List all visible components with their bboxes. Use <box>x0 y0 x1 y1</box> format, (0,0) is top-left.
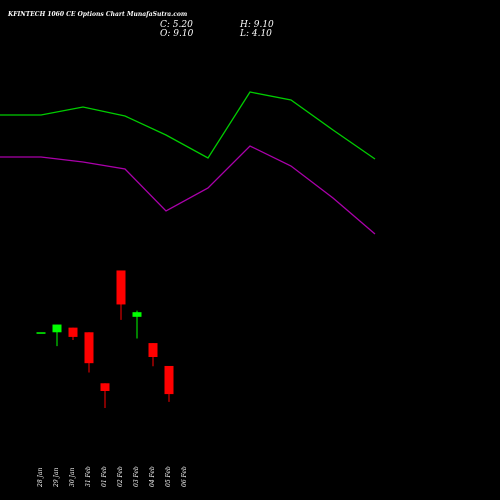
x-tick-label: 30 Jan <box>69 467 76 487</box>
candles-layer <box>36 270 174 408</box>
candle-body <box>68 327 78 337</box>
x-axis-ticks: 28 Jan 29 Jan 30 Jan 31 Feb 01 Feb 02 Feb 03 F… <box>37 466 188 488</box>
high-label: H: 9.10 <box>239 20 274 30</box>
x-tick-label: 02 Feb <box>117 466 124 487</box>
x-tick-label: 06 Feb <box>181 466 188 487</box>
band-line-1 <box>0 145 376 235</box>
close-label: C: 5.20 <box>160 20 193 30</box>
candle-body <box>148 343 158 357</box>
candle-body <box>116 270 126 305</box>
bands-layer <box>0 91 376 235</box>
x-tick-label: 31 Feb <box>85 466 92 487</box>
x-tick-label: 05 Feb <box>165 466 172 487</box>
x-tick-label: 04 Feb <box>149 466 156 487</box>
x-tick-label: 29 Jan <box>53 467 60 488</box>
open-label: O: 9.10 <box>160 29 194 39</box>
candle-body <box>36 332 46 334</box>
band-line-0 <box>0 91 376 160</box>
x-tick-label: 28 Jan <box>37 467 44 488</box>
x-tick-label: 01 Feb <box>101 466 108 487</box>
candle-body <box>100 383 110 391</box>
chart-title: KFINTECH 1060 CE Options Chart MunafaSut… <box>7 11 187 18</box>
candle-body <box>164 365 174 395</box>
candle-body <box>132 312 142 317</box>
candle-body <box>52 324 62 333</box>
x-tick-label: 03 Feb <box>133 466 140 487</box>
low-label: L: 4.10 <box>239 29 272 39</box>
candle-body <box>84 332 94 364</box>
